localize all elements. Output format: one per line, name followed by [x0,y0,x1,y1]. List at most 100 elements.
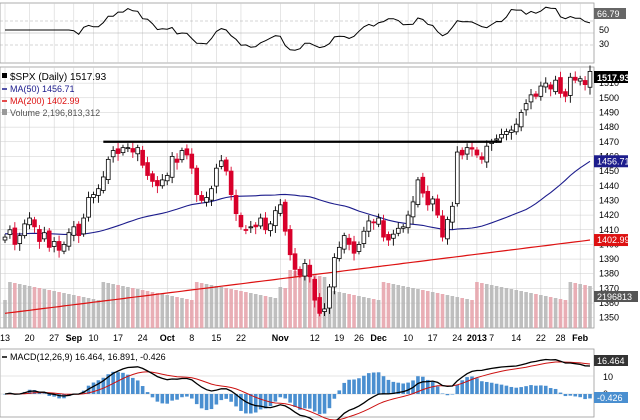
macd-hist-bar [529,385,533,394]
volume-bar [421,290,425,328]
macd-hist-bar [209,394,214,410]
candle-body [27,217,32,226]
volume-bar [470,300,474,328]
candle-body [415,179,421,205]
x-tick-label: 2013 [467,333,487,343]
volume-bar [524,292,528,328]
volume-bar [96,300,101,328]
macd-hist-bar [366,373,371,394]
macd-hist-bar [3,394,7,395]
volume-bar [342,293,347,328]
macd-hist-bar [224,394,229,399]
macd-hist-bar [342,382,347,394]
candle-body [317,297,322,314]
y-tick-label: 1410 [599,225,619,235]
macd-hist-bar [588,394,592,399]
volume-bar [214,286,219,328]
candle-body [400,226,406,229]
volume-bar [440,294,445,328]
volume-bar [32,287,37,328]
macd-hist-bar [558,392,563,394]
y-tick-label: 1450 [599,166,619,176]
macd-hist-bar [283,394,288,399]
candle-body [513,123,519,133]
candle-body [587,70,593,88]
candle-body [184,148,190,156]
candle-body [219,160,224,167]
candle-body [169,156,175,178]
x-tick-label: 10 [88,333,98,343]
candle-body [96,188,101,196]
macd-hist-bar [357,378,361,394]
macd-hist-bar [337,390,342,394]
volume-bar [381,282,386,328]
candle-body [209,188,214,201]
x-tick-label: Oct [160,333,175,343]
candle-body [494,138,499,141]
x-tick-label: 19 [334,333,344,343]
volume-value-badge: 2196813 [597,292,632,302]
volume-bars [3,270,592,328]
y-tick-label: 1470 [599,137,619,147]
candle-body [361,230,367,244]
macd-hist-bar [219,394,224,401]
candle-body [174,158,180,163]
volume-bar [76,296,81,328]
candle-body [528,94,534,103]
y-tick-label: 1510 [599,78,619,88]
candle-body [509,129,514,133]
macd-hist-bar [135,380,140,394]
volume-bar [199,283,204,328]
y-tick-label: 1360 [599,298,619,308]
volume-bar [224,288,229,328]
y-tick-label: 1500 [599,93,619,103]
macd-hist-bar [455,384,460,394]
volume-bar [8,282,12,328]
volume-bar [52,291,56,328]
macd-hist-bar [396,382,401,394]
volume-bar [563,300,568,328]
volume-bar [553,298,558,328]
candle-body [76,223,82,237]
y-tick-label: 1430 [599,195,619,205]
volume-bar [62,293,66,328]
volume-bar [283,288,288,328]
volume-bar [165,295,170,328]
volume-bar [135,289,140,328]
candle-body [553,79,558,93]
volume-bar [391,284,396,328]
x-tick-label: 14 [511,333,521,343]
volume-bar [573,283,578,328]
volume-bar [401,286,405,328]
x-tick-label: 17 [428,333,438,343]
volume-bar [145,291,150,328]
macd-hist-badge: -0.426 [597,393,623,403]
candle-body [42,232,47,240]
volume-bar [534,294,538,328]
macd-hist-bar [322,394,327,414]
macd-hist-bar [548,388,553,394]
macd-hist-bar [194,394,199,405]
macd-hist-bar [543,385,548,394]
candle-body [61,244,67,252]
legend-volume: Volume 2,196,813,312 [10,108,100,118]
volume-bar [81,297,86,328]
ma200-line [4,239,591,314]
x-tick-label: 20 [25,333,35,343]
candle-body [145,162,150,176]
macd-hist-bar [268,394,273,407]
candle-body [558,77,563,94]
macd-hist-bar [234,394,238,407]
volume-bar [411,288,415,328]
candle-body [17,235,23,244]
rsi-tick-30: 30 [599,39,609,49]
volume-bar [465,299,469,328]
candle-body [22,223,27,237]
candle-body [135,147,141,155]
volume-bar [484,284,489,328]
candle-body [199,195,204,201]
macd-hist-bar [293,394,297,407]
macd-panel: MACD(12,26,9) 16.464, 16.891, -0.426 10 … [0,348,628,420]
rsi-panel: 70 50 30 66.79 [0,2,626,64]
macd-hist-bar [258,394,263,410]
